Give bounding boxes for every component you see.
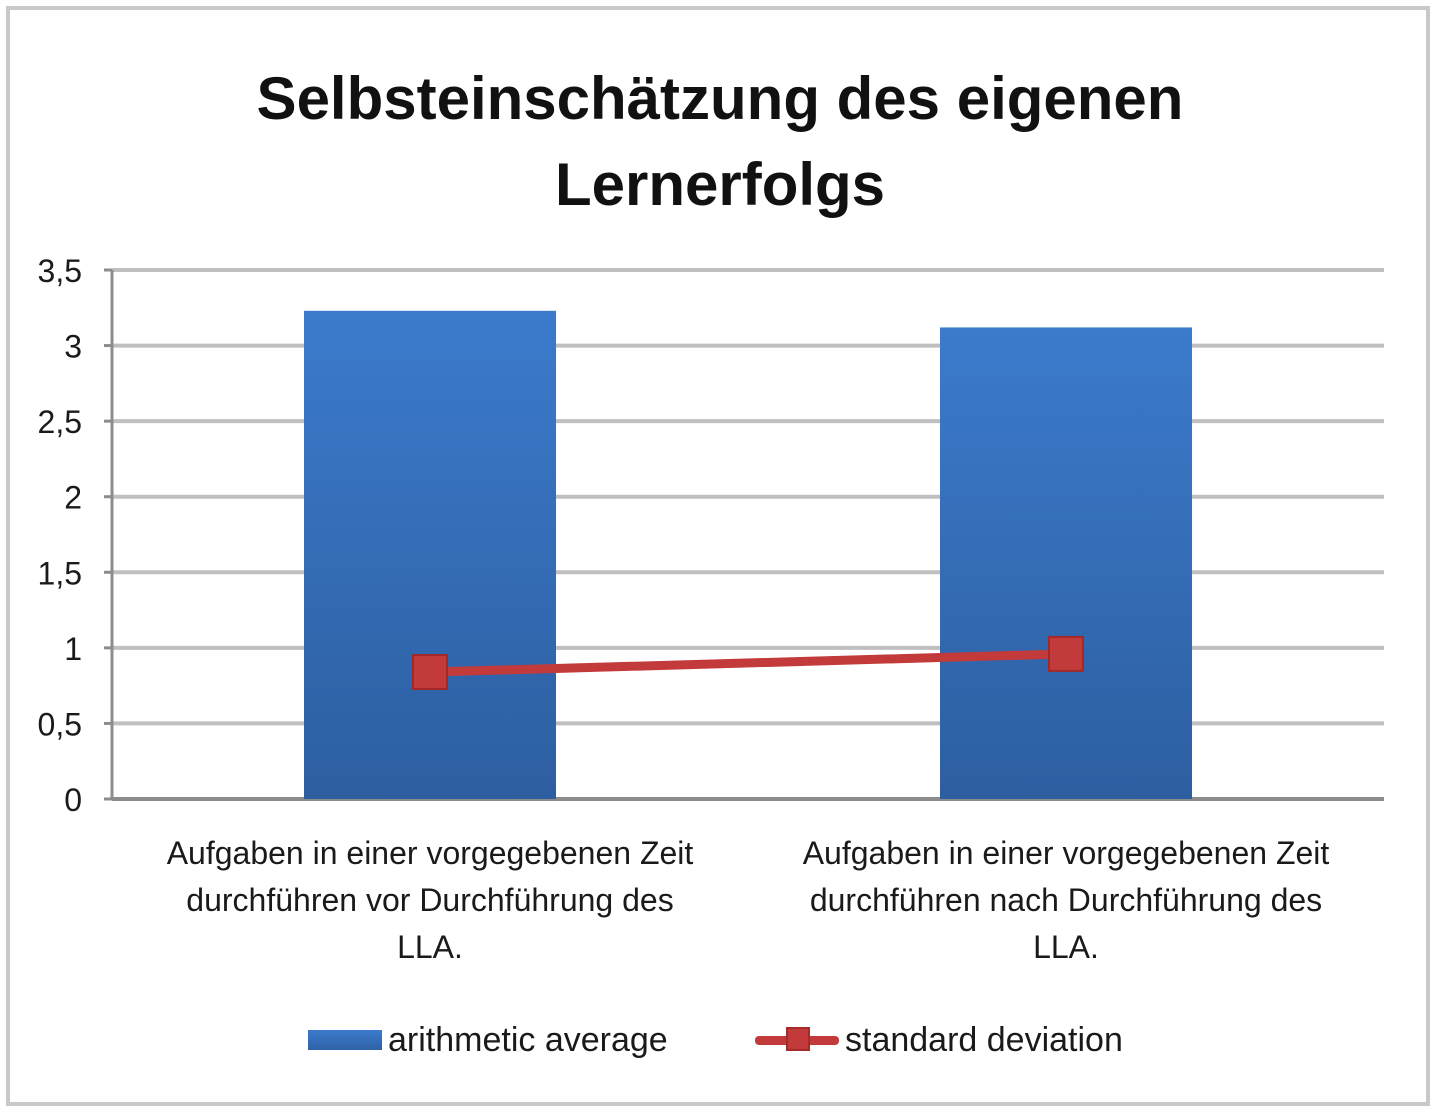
chart-legend: arithmetic average standard deviation bbox=[0, 1012, 1440, 1068]
x-category-label: LLA. bbox=[397, 929, 463, 965]
x-category-label: durchführen nach Durchführung des bbox=[810, 882, 1322, 918]
chart-title-line-2: Lernerfolgs bbox=[554, 151, 886, 218]
y-tick-label: 3 bbox=[64, 329, 82, 365]
legend-label-deviation: standard deviation bbox=[845, 1020, 1123, 1059]
legend-item-average: arithmetic average bbox=[308, 1012, 668, 1068]
point-deviation bbox=[412, 654, 448, 691]
legend-label-average: arithmetic average bbox=[388, 1020, 668, 1059]
x-category-label: durchführen vor Durchführung des bbox=[186, 882, 673, 918]
legend-swatch-average bbox=[308, 1030, 382, 1050]
y-tick-label: 0 bbox=[64, 782, 82, 818]
y-tick-label: 3,5 bbox=[38, 253, 82, 289]
legend-item-deviation: standard deviation bbox=[755, 1012, 1123, 1068]
chart-frame bbox=[6, 6, 1430, 1106]
y-tick-label: 1,5 bbox=[38, 555, 82, 591]
y-tick-label: 2 bbox=[64, 480, 82, 516]
x-category-label: LLA. bbox=[1033, 929, 1099, 965]
point-deviation bbox=[1048, 635, 1084, 672]
chart-title: Selbsteinschätzung des eigenen Lernerfol… bbox=[0, 56, 1440, 228]
chart-title-line-1: Selbsteinschätzung des eigenen bbox=[256, 65, 1184, 132]
line-deviation bbox=[425, 649, 1071, 677]
y-tick-label: 2,5 bbox=[38, 404, 82, 440]
x-category-label: Aufgaben in einer vorgegebenen Zeit bbox=[167, 835, 694, 871]
chart-plot-area: 0 0,5 1 1,5 2 2,5 3 3,5 Aufgaben in einer vorgeg… bbox=[38, 253, 1384, 965]
y-tick-label: 0,5 bbox=[38, 706, 82, 742]
bar-average bbox=[304, 310, 556, 799]
y-tick-label: 1 bbox=[64, 631, 82, 667]
bar-average bbox=[940, 327, 1192, 799]
legend-swatch-deviation bbox=[755, 1025, 839, 1055]
x-category-label: Aufgaben in einer vorgegebenen Zeit bbox=[803, 835, 1330, 871]
